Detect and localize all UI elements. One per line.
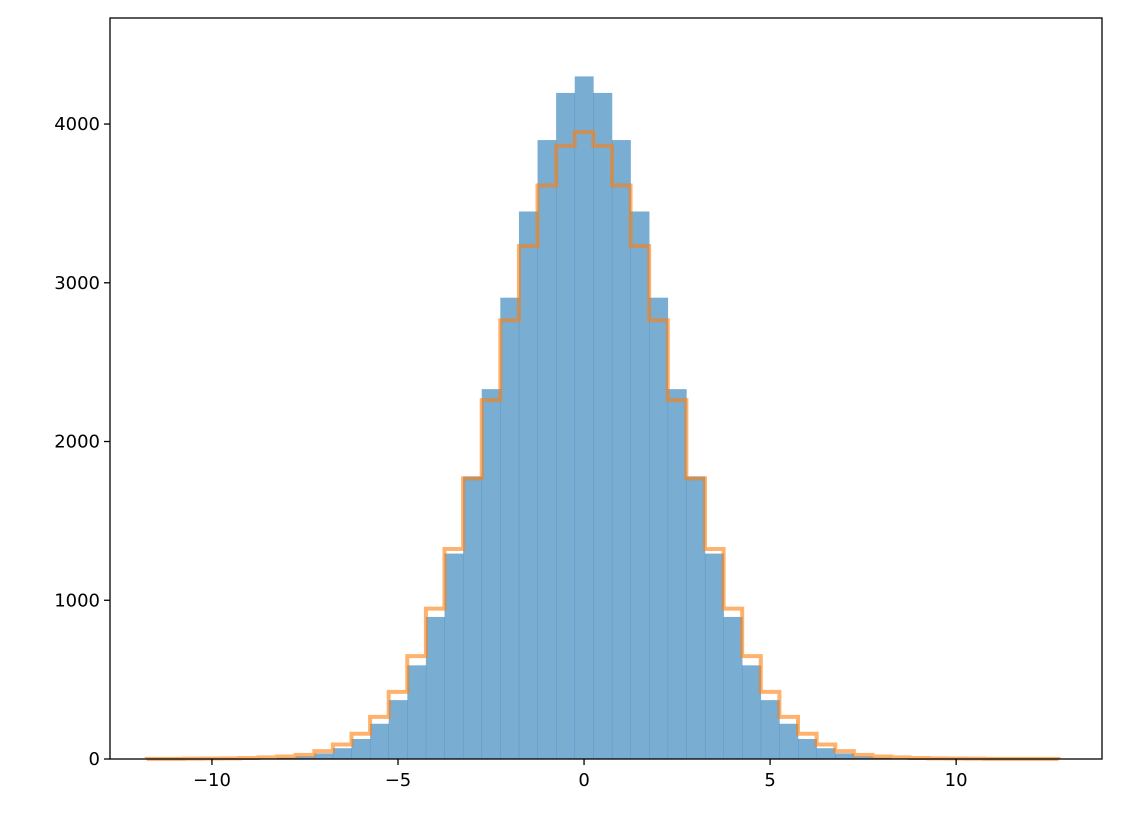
histogram-bar-series-0: [445, 554, 464, 759]
histogram-bar-series-0: [817, 748, 836, 759]
histogram-bar-series-0: [835, 753, 854, 759]
histogram-bar-series-0: [649, 298, 668, 759]
x-tick-label: −5: [385, 770, 412, 791]
histogram-bar-series-0: [798, 739, 817, 759]
x-tick-label: 5: [764, 770, 775, 791]
histogram-bar-series-0: [575, 76, 594, 759]
histogram-bar-series-0: [407, 665, 426, 759]
histogram-bar-series-0: [519, 212, 538, 759]
histogram-bar-series-0: [668, 389, 687, 759]
histogram-bar-series-0: [705, 554, 724, 759]
histogram-bar-series-0: [333, 748, 352, 759]
y-tick-label: 2000: [54, 432, 100, 453]
x-tick-label: 0: [578, 770, 589, 791]
histogram-bar-series-0: [631, 212, 650, 759]
y-tick-label: 4000: [54, 114, 100, 135]
histogram-bar-series-0: [612, 140, 631, 759]
histogram-bar-series-0: [500, 298, 519, 759]
histogram-bar-series-0: [761, 700, 780, 759]
y-tick-label: 3000: [54, 273, 100, 294]
histogram-bar-series-0: [724, 617, 743, 759]
x-tick-label: 10: [945, 770, 968, 791]
histogram-bar-series-0: [463, 476, 482, 759]
x-axis: −10 −5 0 5 10: [193, 759, 968, 791]
histogram-bar-series-0: [538, 140, 557, 759]
histogram-bar-series-0: [686, 476, 705, 759]
histogram-bar-series-0: [779, 724, 798, 759]
histogram-bar-series-0: [556, 93, 575, 759]
histogram-bar-series-0: [351, 739, 370, 759]
y-tick-label: 0: [89, 749, 100, 770]
histogram-bar-series-0: [593, 93, 612, 759]
histogram-bar-series-0: [426, 617, 445, 759]
y-axis: 0 1000 2000 3000 4000: [54, 114, 110, 770]
histogram-bar-series-0: [370, 724, 389, 759]
x-tick-label: −10: [193, 770, 231, 791]
histogram-bar-series-0: [482, 389, 501, 759]
histogram-bar-series-0: [742, 665, 761, 759]
histogram-bar-series-0: [314, 753, 333, 759]
histogram-bar-series-0: [389, 700, 408, 759]
y-tick-label: 1000: [54, 590, 100, 611]
